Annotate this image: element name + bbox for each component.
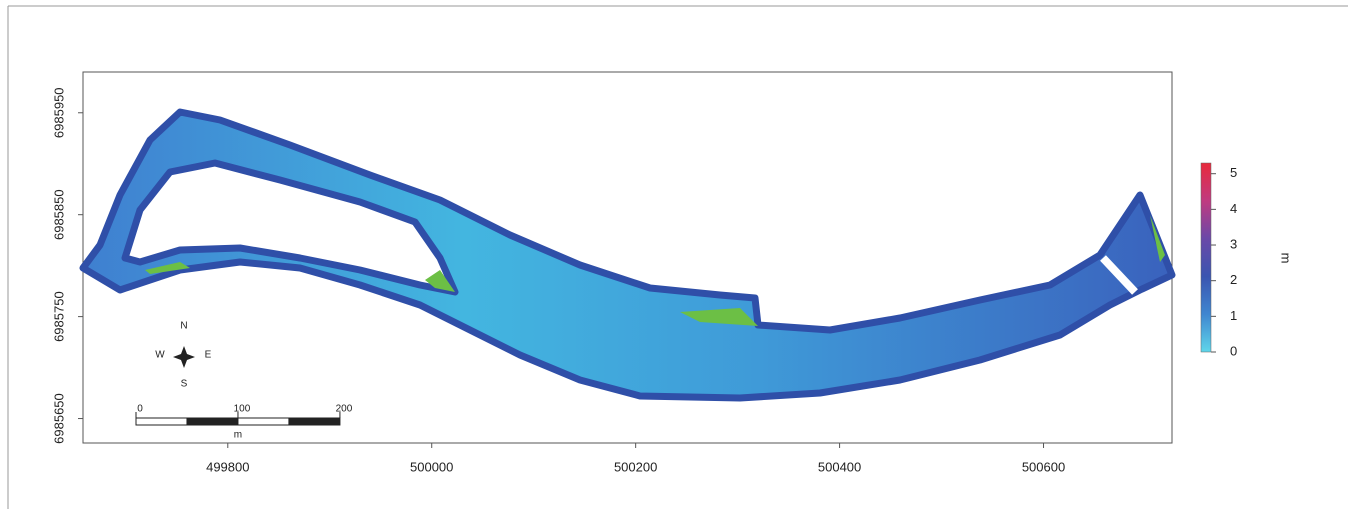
scale-segment [135, 417, 188, 426]
scale-segment [186, 417, 239, 426]
compass: N W E S [155, 321, 211, 390]
vegetation-patch [1150, 215, 1165, 262]
colorbar [1200, 162, 1212, 353]
x-tick-label: 500200 [614, 459, 657, 474]
colorbar-tick-label: 3 [1230, 236, 1237, 251]
y-tick-label: 6985950 [51, 87, 66, 138]
river-raster [79, 108, 1176, 402]
scale-tick-label: 0 [137, 404, 143, 415]
y-tick-label: 6985650 [51, 393, 66, 444]
scale-tick-label: 100 [234, 404, 251, 415]
scale-segment [288, 417, 341, 426]
compass-w: W [155, 350, 165, 361]
compass-rose [173, 346, 195, 368]
colorbar-tick-label: 5 [1230, 165, 1237, 180]
compass-n: N [180, 321, 187, 332]
plot-box [82, 71, 1173, 444]
y-tick-label: 6985750 [51, 291, 66, 342]
x-tick-label: 499800 [206, 459, 249, 474]
vegetation-patch [680, 308, 758, 326]
scale-tick-label: 200 [336, 404, 353, 415]
scale-unit: m [234, 430, 242, 441]
colorbar-tick-label: 2 [1230, 272, 1237, 287]
x-tick-label: 500000 [410, 459, 453, 474]
vegetation-patch [145, 262, 190, 274]
legend-label: m [1279, 253, 1294, 264]
compass-s: S [181, 379, 188, 390]
x-tick-label: 500400 [818, 459, 861, 474]
colorbar-tick-label: 4 [1230, 201, 1237, 216]
scale-segment [237, 417, 290, 426]
x-tick-label: 500600 [1022, 459, 1065, 474]
gap [1100, 255, 1138, 295]
compass-e: E [205, 350, 212, 361]
vegetation-patch [425, 270, 455, 292]
colorbar-tick-label: 1 [1230, 308, 1237, 323]
y-tick-label: 6985850 [51, 189, 66, 240]
colorbar-tick-label: 0 [1230, 343, 1237, 358]
